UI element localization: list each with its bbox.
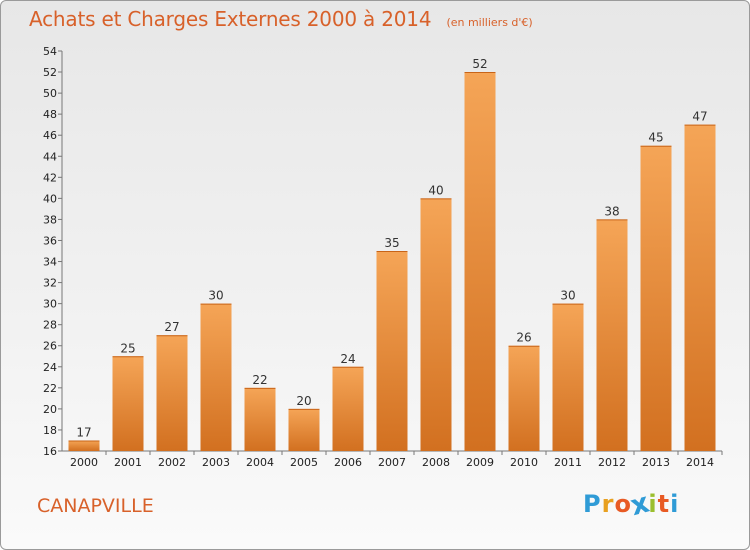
bar <box>332 366 364 451</box>
y-tick-label: 50 <box>43 87 57 100</box>
data-label: 30 <box>208 289 223 303</box>
y-tick-label: 26 <box>43 340 57 353</box>
bar <box>112 356 144 451</box>
data-label: 24 <box>340 352 355 366</box>
x-tick-label: 2003 <box>202 456 230 469</box>
x-tick-label: 2002 <box>158 456 186 469</box>
data-label: 17 <box>76 425 91 439</box>
bar <box>552 303 584 451</box>
y-tick-label: 52 <box>43 66 57 79</box>
town-name: CANAPVILLE <box>37 495 154 517</box>
bar <box>640 145 672 451</box>
y-tick-label: 16 <box>43 445 57 458</box>
data-label: 30 <box>560 289 575 303</box>
bar <box>288 408 320 451</box>
y-tick-label: 48 <box>43 108 57 121</box>
logo-letter: i <box>670 490 680 518</box>
bar <box>244 387 276 451</box>
x-tick-label: 2006 <box>334 456 362 469</box>
bar <box>156 335 188 451</box>
y-tick-label: 42 <box>43 171 57 184</box>
bar <box>684 124 716 452</box>
bar <box>200 303 232 451</box>
y-tick-label: 22 <box>43 382 57 395</box>
chart-bars <box>68 72 716 452</box>
x-tick-label: 2014 <box>686 456 714 469</box>
x-tick-label: 2013 <box>642 456 670 469</box>
y-tick-label: 40 <box>43 192 57 205</box>
y-tick-label: 24 <box>43 361 57 374</box>
x-tick-label: 2010 <box>510 456 538 469</box>
data-label: 25 <box>120 341 135 355</box>
logo-letter: t <box>657 490 671 518</box>
y-tick-label: 36 <box>43 234 57 247</box>
bar <box>420 198 452 451</box>
y-tick-label: 44 <box>43 150 57 163</box>
chart-axes: 16 18 20 22 24 26 28 30 32 34 36 38 40 42 44 46 48 50 52 54… <box>43 45 723 469</box>
chart-header: Achats et Charges Externes 2000 à 2014 (… <box>29 7 533 31</box>
data-label: 47 <box>692 110 707 124</box>
y-tick-label: 38 <box>43 213 57 226</box>
x-tick-label: 2008 <box>422 456 450 469</box>
chart-title: Achats et Charges Externes 2000 à 2014 <box>29 7 432 31</box>
data-label: 38 <box>604 204 619 218</box>
y-tick-label: 32 <box>43 277 57 290</box>
data-label: 45 <box>648 131 663 145</box>
y-tick-label: 20 <box>43 403 57 416</box>
data-label: 20 <box>296 394 311 408</box>
y-tick-label: 30 <box>43 298 57 311</box>
x-tick-label: 2000 <box>70 456 98 469</box>
proxiti-logo[interactable]: Proxiti <box>583 486 680 522</box>
data-label: 27 <box>164 320 179 334</box>
logo-letter: i <box>648 490 658 518</box>
y-tick-label: 46 <box>43 129 57 142</box>
chart-subtitle: (en milliers d'€) <box>446 16 533 29</box>
logo-letter: r <box>601 490 615 518</box>
x-tick-label: 2012 <box>598 456 626 469</box>
data-label: 40 <box>428 183 443 197</box>
bar <box>596 219 628 451</box>
y-tick-label: 34 <box>43 256 57 269</box>
x-tick-label: 2005 <box>290 456 318 469</box>
data-label: 26 <box>516 331 531 345</box>
x-tick-label: 2007 <box>378 456 406 469</box>
data-label: 22 <box>252 373 267 387</box>
x-tick-label: 2001 <box>114 456 142 469</box>
y-tick-label: 28 <box>43 319 57 332</box>
data-label: 52 <box>472 57 487 71</box>
y-tick-label: 54 <box>43 45 57 58</box>
x-tick-label: 2009 <box>466 456 494 469</box>
chart-data-labels: 17 25 27 30 22 20 24 35 40 52 26 30 38 45 47 <box>76 57 707 439</box>
bar <box>508 345 540 451</box>
y-tick-label: 18 <box>43 424 57 437</box>
logo-letter: P <box>583 490 602 518</box>
bar <box>376 251 408 451</box>
bar <box>68 440 100 451</box>
bar <box>464 72 496 451</box>
x-tick-label: 2011 <box>554 456 582 469</box>
x-tick-label: 2004 <box>246 456 274 469</box>
data-label: 35 <box>384 236 399 250</box>
logo-letter: o <box>614 490 632 518</box>
